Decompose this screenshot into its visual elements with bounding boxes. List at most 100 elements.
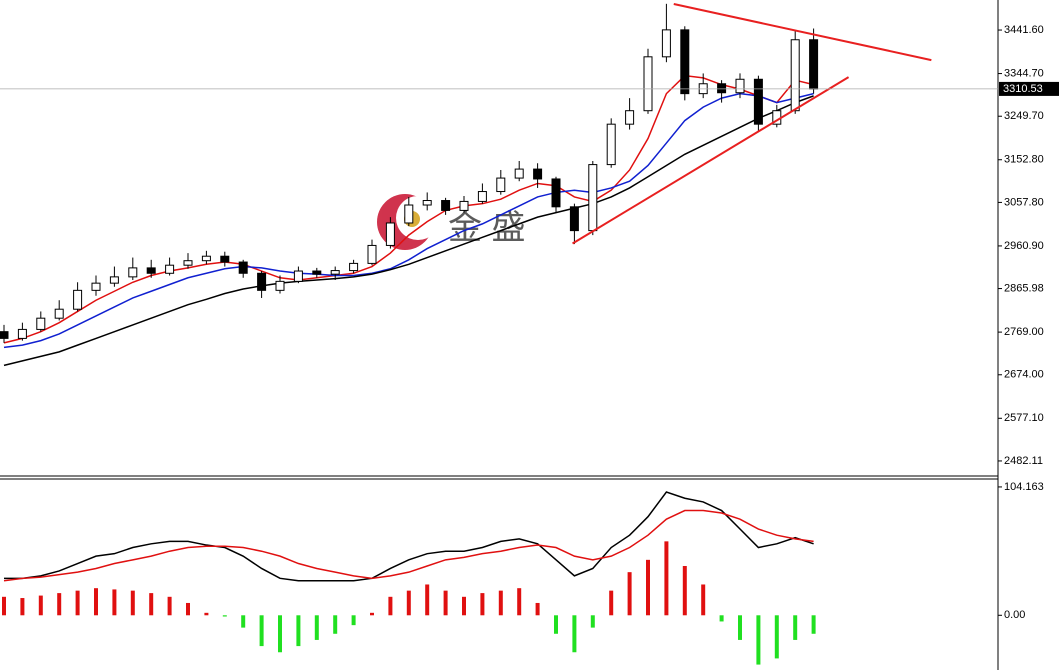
histogram-bar <box>351 615 356 626</box>
candle-body <box>441 200 451 211</box>
histogram-bar <box>572 615 577 653</box>
histogram-bar <box>186 602 190 616</box>
watermark: 金 盛 <box>448 209 525 247</box>
histogram-bar <box>2 596 6 616</box>
candle-body <box>404 204 414 224</box>
candle-body <box>753 78 763 125</box>
y-tick-label: 104.163 <box>1004 481 1044 493</box>
histogram-bar <box>627 572 632 616</box>
histogram-bar <box>388 596 393 616</box>
y-tick-label: 2769.00 <box>1004 326 1044 338</box>
candle-body <box>36 317 46 330</box>
histogram-bar <box>241 615 246 628</box>
candle-body <box>717 83 727 94</box>
candle-body <box>257 272 267 291</box>
candle-body <box>330 270 340 275</box>
histogram-bar <box>75 590 80 616</box>
candle-body <box>128 267 138 278</box>
y-tick-label: 0.00 <box>1004 609 1025 621</box>
histogram-bar <box>278 615 282 653</box>
candle-body <box>588 164 598 232</box>
candle-body <box>367 244 377 264</box>
histogram-bar <box>682 565 687 616</box>
histogram-bar <box>112 589 117 616</box>
histogram-bar <box>535 602 540 616</box>
candle-body <box>220 255 230 263</box>
histogram-bar <box>719 615 724 622</box>
candle-body <box>680 29 690 95</box>
histogram-bar <box>443 590 448 616</box>
candle-body <box>17 328 27 339</box>
histogram-bar <box>94 588 98 616</box>
candle-body <box>73 289 83 310</box>
candle-body <box>514 168 524 179</box>
line-series <box>4 491 814 582</box>
candle-body <box>477 191 487 202</box>
candle-body <box>735 78 745 94</box>
y-tick-label: 2577.10 <box>1004 412 1044 424</box>
candle-body <box>275 280 285 291</box>
histogram-bar <box>130 590 135 616</box>
histogram-bar <box>811 615 816 634</box>
candle-body <box>0 331 9 339</box>
line-series <box>3 95 814 367</box>
histogram-bar <box>204 612 209 616</box>
histogram-bar <box>20 598 25 616</box>
y-tick-label: 2482.11 <box>1004 455 1043 467</box>
candle-body <box>385 222 395 246</box>
histogram-bar <box>406 590 411 616</box>
y-tick-label: 3152.80 <box>1004 154 1044 166</box>
histogram-bar <box>57 593 62 616</box>
histogram-bar <box>425 584 430 616</box>
candle-body <box>238 261 248 274</box>
histogram-bar <box>149 593 154 616</box>
trend-line <box>572 76 850 245</box>
histogram-bar <box>774 615 779 659</box>
histogram-bar <box>370 612 374 616</box>
histogram-bar <box>259 615 264 647</box>
histogram-bar <box>756 615 761 665</box>
candle-body <box>809 39 819 90</box>
candle-body <box>661 29 671 58</box>
trend-line <box>673 3 932 62</box>
histogram-bar <box>462 596 466 616</box>
histogram-bar <box>738 615 742 640</box>
last-price-label: 3310.53 <box>1003 83 1043 95</box>
last-price-box <box>999 81 1059 96</box>
histogram-bar <box>480 593 485 616</box>
candle-body <box>165 264 175 274</box>
histogram-bar <box>701 584 706 616</box>
candle-body <box>551 178 561 208</box>
candle-body <box>625 110 635 125</box>
histogram-bar <box>793 615 798 640</box>
y-tick-label: 3057.80 <box>1004 196 1044 208</box>
candle-body <box>293 270 303 282</box>
candle-body <box>349 262 359 272</box>
histogram-bar <box>498 590 503 616</box>
candle-body <box>569 206 579 232</box>
candle-body <box>146 267 156 274</box>
candle-body <box>109 276 119 284</box>
histogram-bar <box>646 559 650 616</box>
line-series <box>3 509 814 582</box>
candle-body <box>312 270 322 275</box>
candle-body <box>422 200 432 206</box>
line-series <box>3 74 814 344</box>
histogram-bar <box>296 615 301 647</box>
histogram-bar <box>554 615 558 634</box>
candle-body <box>201 255 211 262</box>
candle-body <box>643 56 653 112</box>
y-tick-label: 3249.70 <box>1004 110 1044 122</box>
histogram-bar <box>167 596 172 616</box>
y-tick-label: 2865.98 <box>1004 282 1044 294</box>
candle-body <box>183 260 193 266</box>
candle-body <box>606 123 616 166</box>
candle-body <box>496 177 506 193</box>
histogram-bar <box>590 615 595 628</box>
y-tick-label: 3441.60 <box>1004 24 1044 36</box>
y-tick-label: 3344.70 <box>1004 67 1044 79</box>
histogram-bar <box>517 588 522 616</box>
histogram-bar <box>333 615 338 634</box>
